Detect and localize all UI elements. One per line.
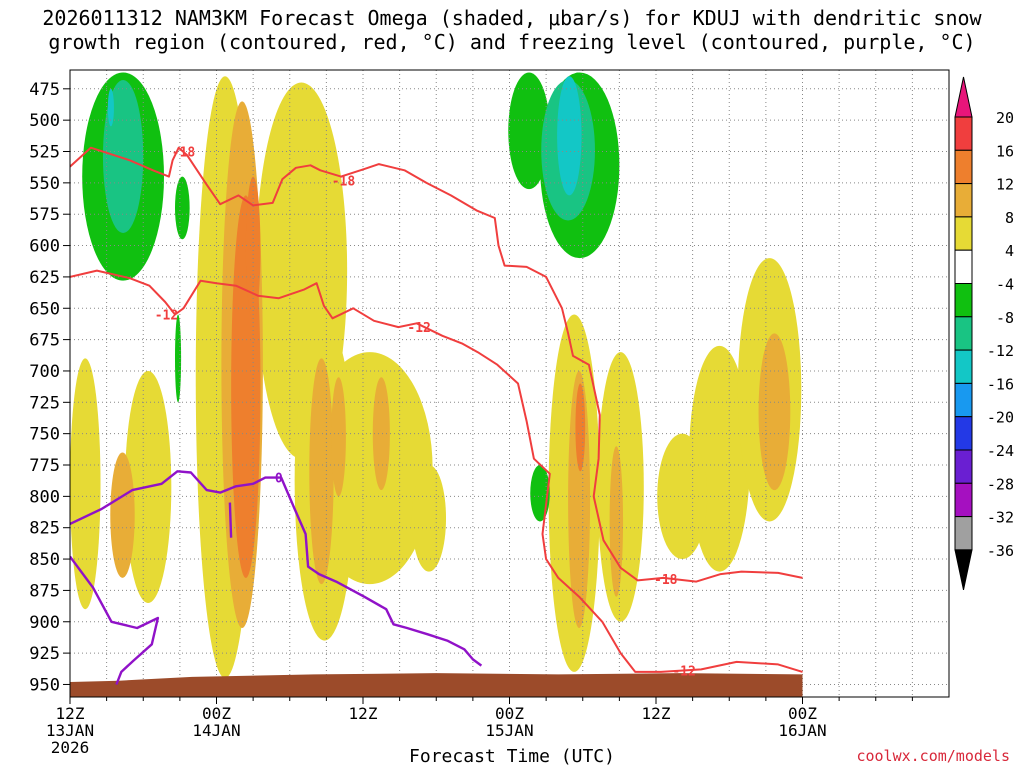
y-tick-label: 775	[29, 456, 60, 476]
x-tick-label: 00Z	[495, 704, 524, 723]
y-tick-label: 650	[29, 299, 60, 319]
colorbar-label: 4	[1005, 242, 1014, 260]
x-tick-label: 12Z	[56, 704, 85, 723]
omega-area-0-6	[411, 465, 447, 572]
colorbar-bin	[954, 283, 973, 318]
x-tick-label: 13JAN	[46, 721, 94, 740]
omega-area-2-1	[245, 176, 261, 321]
terrain-band	[70, 673, 803, 697]
omega-area-3-2	[508, 72, 550, 190]
contour-4	[228, 502, 233, 538]
contour-label: -12	[407, 321, 430, 336]
colorbar-label: -20	[987, 409, 1014, 427]
contour-label: -18	[654, 573, 678, 588]
omega-area-5-0	[107, 88, 114, 127]
contour-label: -18	[332, 174, 356, 189]
colorbar-bin	[954, 516, 973, 551]
x-axis-title: Forecast Time (UTC)	[409, 746, 615, 767]
colorbar-bin	[954, 216, 973, 251]
omega-area-1-5	[609, 446, 624, 597]
y-tick-label: 600	[29, 237, 60, 257]
x-tick-label: 2026	[51, 738, 90, 757]
y-tick-label: 475	[29, 80, 60, 100]
x-tick-label: 00Z	[202, 704, 231, 723]
contour-label: 0	[275, 472, 283, 487]
colorbar-label: -4	[996, 276, 1014, 294]
omega-area-1-3	[372, 377, 390, 491]
colorbar-label: 20	[996, 109, 1014, 127]
contour-3	[70, 555, 160, 685]
y-tick-label: 675	[29, 331, 60, 351]
colorbar-bin	[954, 416, 973, 451]
colorbar-label: -12	[987, 342, 1014, 360]
y-tick-label: 500	[29, 111, 60, 131]
colorbar-label: -32	[987, 509, 1014, 527]
colorbar-top-arrow	[954, 76, 973, 118]
contour-1	[70, 269, 803, 673]
chart-title-line2: growth region (contoured, red, °C) and f…	[48, 30, 976, 54]
omega-area-1-6	[758, 333, 791, 491]
y-tick-label: 950	[29, 675, 60, 695]
colorbar-label: 16	[996, 142, 1014, 160]
omega-area-1-7	[110, 452, 135, 578]
contour-label: -12	[155, 309, 178, 324]
y-tick-label: 725	[29, 393, 60, 413]
colorbar-bin	[954, 149, 973, 185]
colorbar-label: -8	[996, 309, 1014, 327]
contour-2	[70, 470, 483, 667]
colorbar-label: -16	[987, 375, 1014, 393]
colorbar-label: 12	[996, 176, 1014, 194]
y-tick-label: 700	[29, 362, 60, 382]
omega-area-1-2	[331, 377, 346, 497]
x-tick-label: 16JAN	[778, 721, 826, 740]
colorbar-bin	[954, 183, 973, 218]
y-tick-label: 875	[29, 581, 60, 601]
y-tick-label: 800	[29, 487, 60, 507]
y-tick-label: 550	[29, 174, 60, 194]
omega-area-0-2	[70, 358, 101, 610]
x-tick-label: 12Z	[349, 704, 378, 723]
colorbar-label: 8	[1005, 209, 1014, 227]
omega-area-5-1	[557, 76, 582, 196]
y-tick-label: 575	[29, 205, 60, 225]
x-tick-label: 12Z	[642, 704, 671, 723]
y-tick-label: 825	[29, 519, 60, 539]
y-tick-label: 525	[29, 143, 60, 163]
contour-label: -18	[172, 146, 196, 161]
colorbar-bottom-arrow	[954, 549, 973, 591]
y-tick-label: 925	[29, 644, 60, 664]
chart-title-line1: 2026011312 NAM3KM Forecast Omega (shaded…	[42, 6, 982, 30]
omega-area-3-1	[174, 176, 190, 240]
colorbar-label: -28	[987, 475, 1014, 493]
colorbar-bin	[954, 116, 973, 151]
colorbar-bin	[954, 482, 973, 518]
y-tick-label: 900	[29, 613, 60, 633]
contour-0	[70, 146, 803, 583]
colorbar-bin	[954, 349, 973, 384]
omega-area-3-4	[174, 314, 182, 403]
x-tick-label: 15JAN	[485, 721, 533, 740]
y-tick-label: 850	[29, 550, 60, 570]
x-tick-label: 00Z	[788, 704, 817, 723]
x-tick-label: 14JAN	[192, 721, 240, 740]
credit-link[interactable]: coolwx.com/models	[856, 747, 1010, 765]
omega-area-2-2	[575, 383, 586, 472]
contour-label: -12	[672, 665, 695, 680]
omega-area-1-1	[309, 358, 334, 585]
colorbar-bin	[954, 316, 973, 351]
y-tick-label: 625	[29, 268, 60, 288]
colorbar-label: -24	[987, 442, 1014, 460]
colorbar-bin	[954, 449, 973, 484]
colorbar-bin	[954, 249, 973, 284]
colorbar-bin	[954, 382, 973, 418]
colorbar-label: -36	[987, 542, 1014, 560]
y-tick-label: 750	[29, 425, 60, 445]
